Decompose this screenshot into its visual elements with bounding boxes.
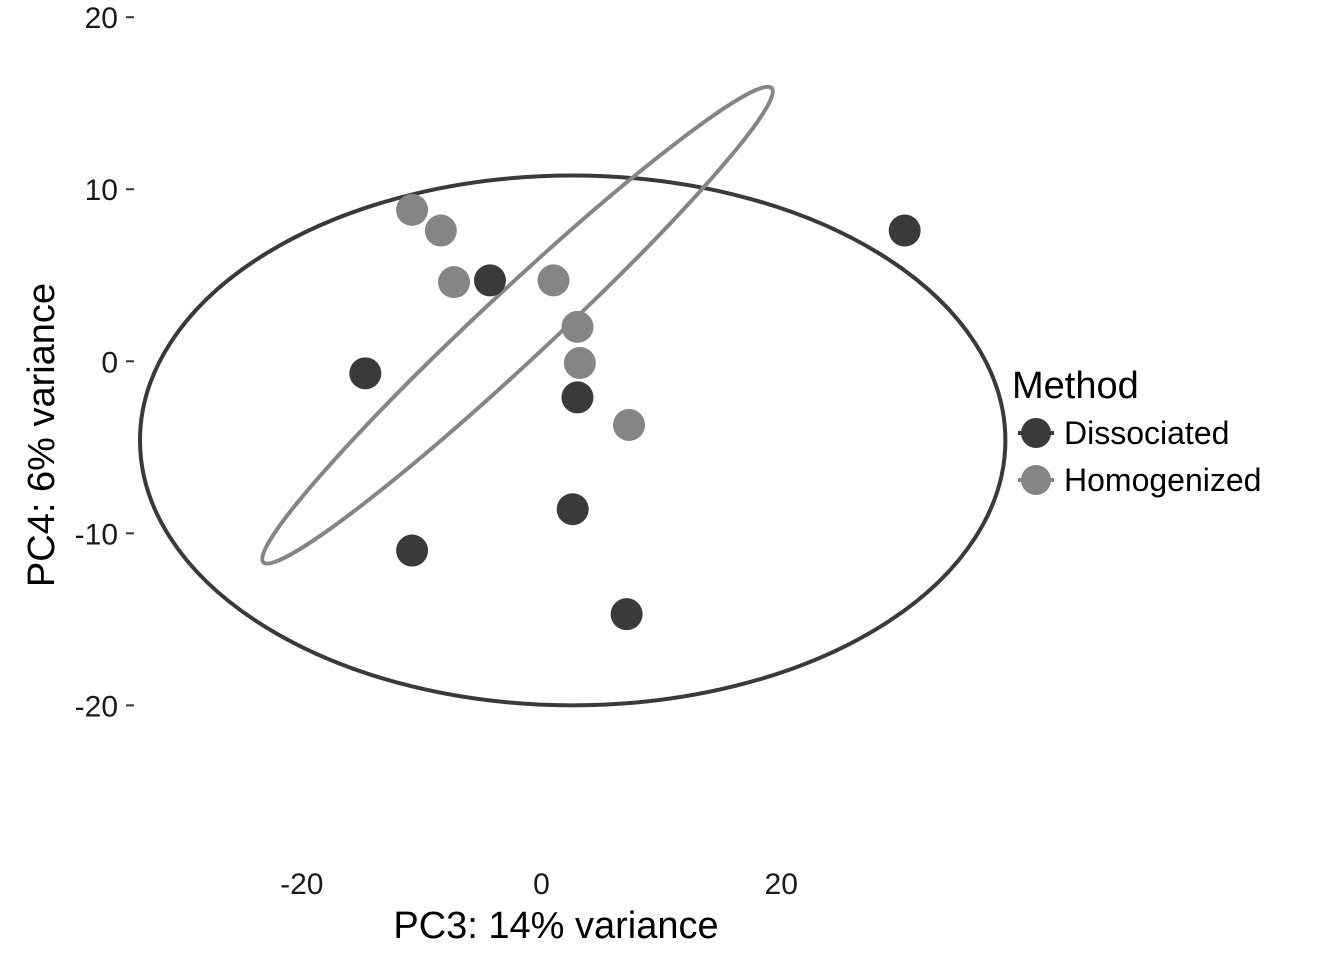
point-dissociated bbox=[473, 264, 506, 297]
point-homogenized bbox=[561, 310, 594, 343]
point-dissociated bbox=[349, 357, 382, 390]
point-dissociated bbox=[610, 598, 643, 631]
point-homogenized bbox=[537, 264, 570, 297]
data-points bbox=[349, 193, 921, 631]
y-tick-label: -10 bbox=[75, 518, 118, 551]
point-dissociated bbox=[888, 214, 921, 247]
x-tick-label: 0 bbox=[533, 868, 550, 901]
legend-item-dissociated: Dissociated bbox=[1018, 415, 1229, 451]
point-dissociated bbox=[396, 534, 429, 567]
ellipse-dissociated bbox=[137, 173, 1008, 708]
legend-key-homogenized bbox=[1021, 465, 1051, 495]
y-tick-label: 0 bbox=[101, 346, 118, 379]
point-dissociated bbox=[561, 381, 594, 414]
y-axis-title: PC4: 6% variance bbox=[21, 283, 63, 587]
legend-key-dissociated bbox=[1021, 418, 1051, 448]
legend-title: Method bbox=[1012, 365, 1139, 407]
ellipse-homogenized bbox=[260, 84, 775, 566]
y-tick-label: 20 bbox=[85, 2, 118, 35]
x-axis: -20 0 20 bbox=[280, 868, 798, 901]
legend-label-dissociated: Dissociated bbox=[1064, 415, 1229, 451]
legend-item-homogenized: Homogenized bbox=[1018, 462, 1261, 498]
point-homogenized bbox=[613, 408, 646, 441]
x-tick-label: -20 bbox=[280, 868, 323, 901]
x-axis-title: PC3: 14% variance bbox=[393, 905, 718, 947]
y-axis: 20 10 0 -10 -20 bbox=[75, 2, 134, 723]
point-homogenized bbox=[438, 266, 471, 299]
x-tick-label: 20 bbox=[765, 868, 798, 901]
confidence-ellipses bbox=[137, 84, 1008, 708]
point-homogenized bbox=[424, 214, 457, 247]
legend-label-homogenized: Homogenized bbox=[1064, 462, 1261, 498]
legend: Method Dissociated Homogenized bbox=[1012, 365, 1261, 498]
point-homogenized bbox=[563, 347, 596, 380]
y-tick-label: 10 bbox=[85, 174, 118, 207]
y-tick-label: -20 bbox=[75, 690, 118, 723]
point-dissociated bbox=[556, 493, 589, 526]
point-homogenized bbox=[396, 193, 429, 226]
